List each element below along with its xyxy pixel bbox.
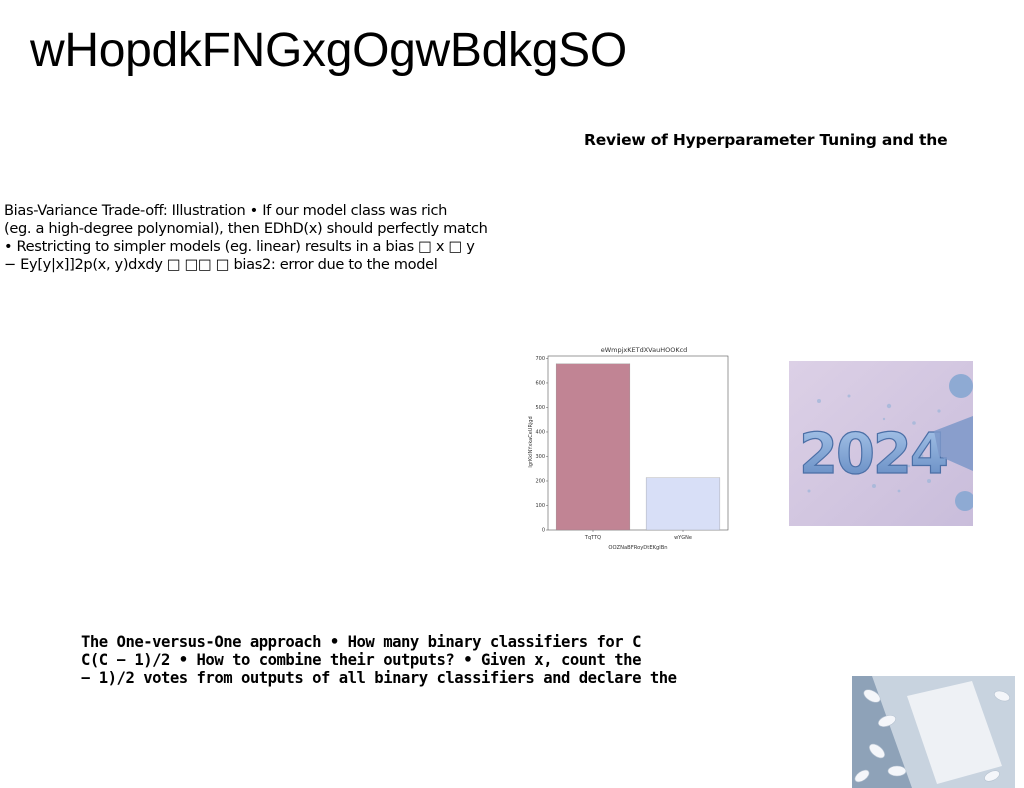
text-line: C(C − 1)/2 • How to combine their output… [81, 651, 641, 669]
text-line: The One-versus-One approach • How many b… [81, 633, 641, 651]
y-tick-label: 400 [535, 430, 545, 436]
chart-bar-1 [645, 477, 721, 531]
text-line: − 1)/2 votes from outputs of all binary … [81, 669, 677, 687]
y-tick-label: 200 [535, 479, 545, 485]
new-year-2024-photo: 2024 [789, 361, 973, 526]
y-axis-label: lgrKkINYxkaCeURjgd [528, 416, 534, 467]
text-line: (eg. a high-degree polynomial), then EDh… [4, 220, 488, 237]
text-line: − Ey[y|x]]2p(x, y)dxdy □ □□ □ bias2: err… [4, 256, 438, 273]
section-subtitle: Review of Hyperparameter Tuning and the [584, 131, 948, 149]
one-versus-one-text: The One-versus-One approach • How many b… [81, 633, 677, 687]
y-tick-label: 0 [542, 528, 545, 534]
y-tick-label: 600 [535, 381, 545, 387]
text-line: Bias-Variance Trade-off: Illustration • … [4, 202, 448, 219]
y-tick-label: 100 [535, 503, 545, 509]
chart-title: eWmpjxKETdXVauHOOKcd [601, 346, 688, 354]
new-year-number: 2024 [799, 422, 947, 487]
chart-bar-0 [555, 363, 631, 531]
y-tick-label: 700 [535, 356, 545, 362]
x-tick-label: wYGNe [674, 535, 692, 541]
page-title: wHopdkFNGxgOgwBdkgSO [30, 24, 627, 77]
plot-frame [547, 355, 729, 531]
y-tick-label: 500 [535, 405, 545, 411]
x-tick-label: TqTTQ [584, 535, 601, 541]
bias-variance-text: Bias-Variance Trade-off: Illustration • … [4, 202, 488, 274]
pill-box-photo [852, 676, 1015, 788]
x-axis-label: OOZNaBFRoyDtEKglBn [608, 545, 667, 551]
y-tick-label: 300 [535, 454, 545, 460]
text-line: • Restricting to simpler models (eg. lin… [4, 238, 475, 255]
bar-chart: eWmpjxKETdXVauHOOKcd lgrKkINYxkaCeURjgd … [528, 346, 729, 551]
